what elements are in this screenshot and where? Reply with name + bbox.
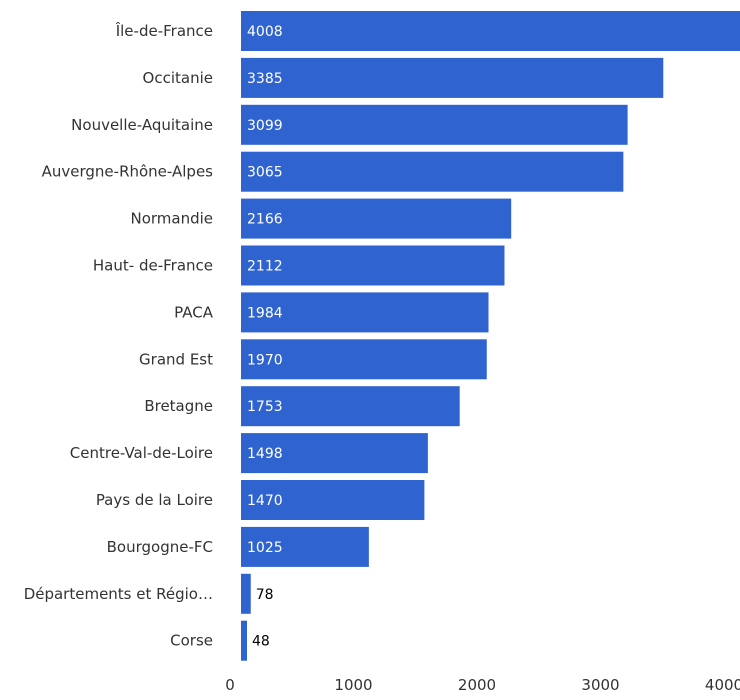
x-tick-label: 1000: [334, 676, 372, 694]
x-tick-label: 0: [225, 676, 235, 694]
x-tick-label: 4000: [705, 676, 740, 694]
data-label: 1984: [247, 305, 283, 321]
bar-occitanie: [241, 57, 664, 98]
data-label: 48: [252, 634, 270, 650]
category-label: Occitanie: [143, 69, 213, 87]
category-label: Départements et Régio…: [24, 585, 213, 603]
bar-bretagne: [241, 386, 460, 427]
category-label: Haut- de-France: [93, 257, 213, 275]
x-tick-label: 3000: [581, 676, 619, 694]
data-label: 3385: [247, 71, 283, 87]
data-label: 3065: [247, 165, 283, 181]
x-tick-label: 2000: [458, 676, 496, 694]
data-label: 2112: [247, 259, 283, 275]
bar-bourgogne-fc: [241, 526, 369, 567]
bar-departements-et-regio: [241, 573, 251, 614]
bar-centre-val-de-loire: [241, 433, 428, 474]
category-labels-group: Île-de-France Occitanie Nouvelle-Aquitaine…: [24, 21, 214, 650]
category-label: Île-de-France: [115, 21, 213, 40]
bars-group: [241, 11, 740, 661]
bar-normandie: [241, 198, 512, 239]
category-label: Grand Est: [139, 350, 213, 368]
bar-pays-de-la-loire: [241, 480, 425, 520]
bar-paca: [241, 292, 489, 333]
data-label: 2166: [247, 212, 283, 228]
data-label: 3099: [247, 118, 283, 134]
data-label: 4008: [247, 24, 283, 40]
category-label: Normandie: [130, 210, 213, 228]
category-label: Bretagne: [144, 397, 213, 415]
data-label: 1498: [247, 446, 283, 462]
category-label: Bourgogne-FC: [107, 538, 213, 556]
bar-nouvelle-aquitaine: [241, 104, 628, 145]
data-label: 1753: [247, 399, 283, 415]
bar-ile-de-france: [241, 11, 740, 51]
data-label: 1970: [247, 352, 283, 368]
bar-corse: [241, 620, 247, 661]
category-label: Corse: [170, 632, 213, 650]
category-label: Centre-Val-de-Loire: [70, 444, 213, 462]
category-label: Pays de la Loire: [96, 491, 213, 509]
bar-auvergne-rhone-alpes: [241, 151, 624, 192]
bar-grand-est: [241, 339, 487, 380]
x-axis: 0 1000 2000 3000 4000: [225, 676, 740, 694]
category-label: Auvergne-Rhône-Alpes: [42, 163, 214, 181]
data-label: 1470: [247, 493, 283, 509]
category-label: PACA: [174, 303, 214, 321]
data-labels-group: 4008 3385 3099 3065 2166 2112 1984 1970 1753 1498…: [247, 24, 283, 650]
data-label: 78: [256, 587, 274, 603]
category-label: Nouvelle-Aquitaine: [71, 116, 213, 134]
bar-haut-de-france: [241, 245, 505, 286]
data-label: 1025: [247, 540, 283, 556]
